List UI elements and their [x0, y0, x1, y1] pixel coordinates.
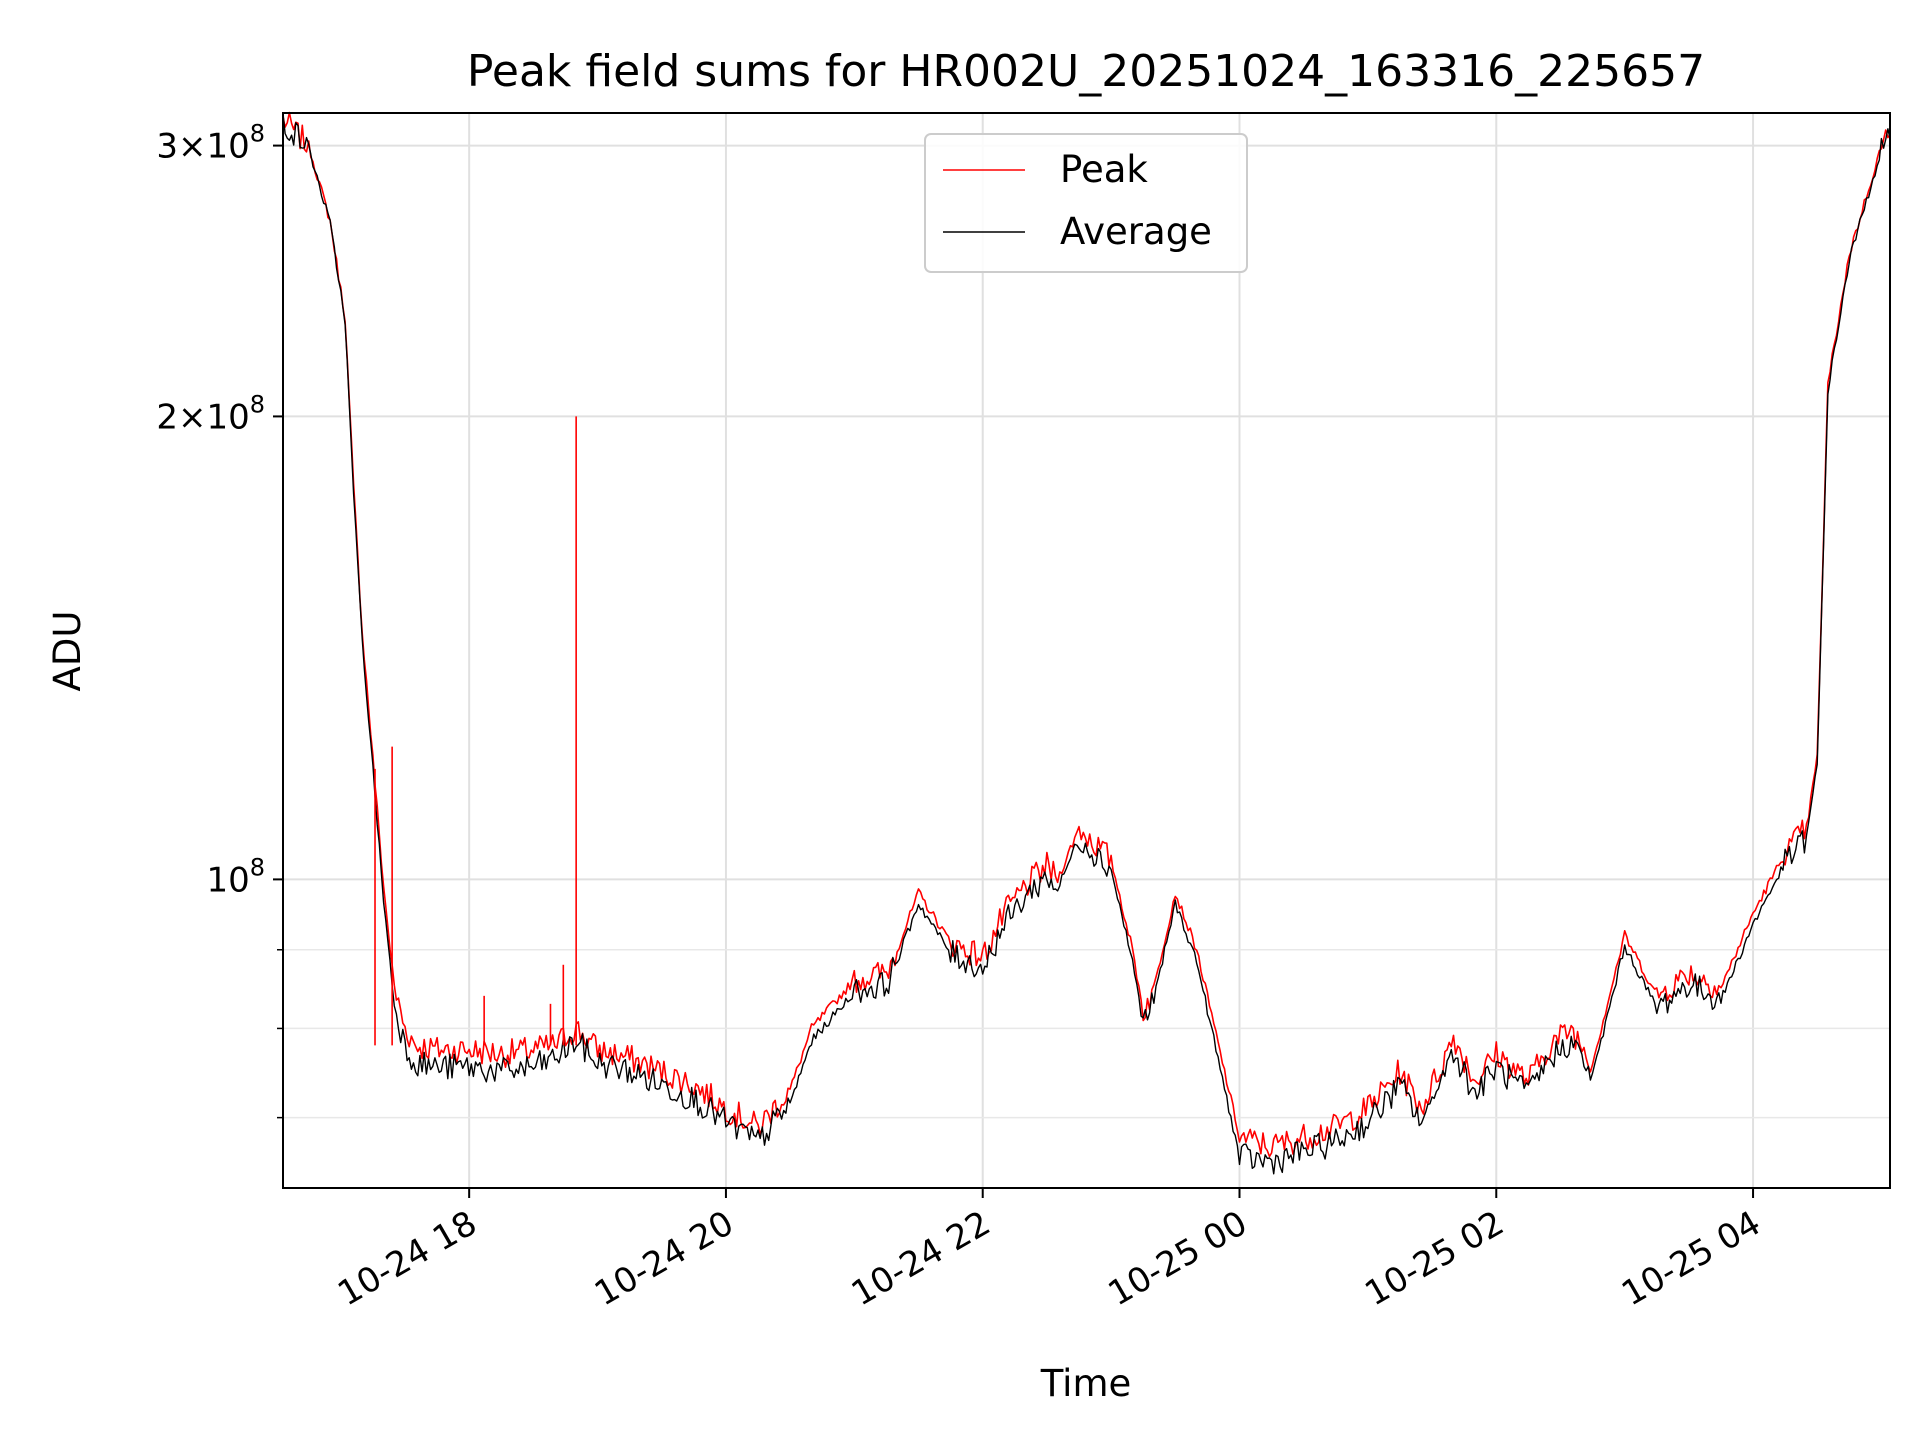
legend-label-average: Average [1060, 210, 1212, 253]
x-axis-label: Time [1040, 1362, 1132, 1405]
y-tick-label: 108 [206, 853, 265, 900]
series-group [282, 111, 1891, 1175]
grid-lines [283, 113, 1890, 1188]
legend: Peak Average [924, 133, 1248, 273]
legend-label-peak: Peak [1060, 148, 1148, 191]
y-tick-label: 3×108 [156, 120, 265, 167]
y-tick-label: 2×108 [156, 390, 265, 437]
y-axis-label: ADU [46, 611, 89, 692]
chart-title: Peak field sums for HR002U_20251024_1633… [467, 46, 1705, 97]
series-line-average [282, 113, 1891, 1175]
legend-box [924, 133, 1248, 273]
y-axis: 108 2×108 3×108 [156, 120, 283, 1119]
plot-frame [282, 112, 1891, 1189]
